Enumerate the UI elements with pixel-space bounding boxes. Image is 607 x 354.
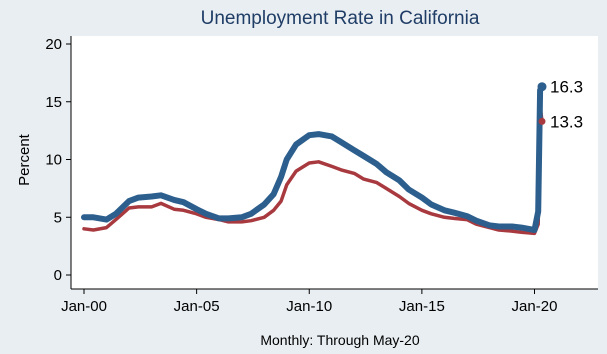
axes [70, 36, 598, 290]
end-point-marker [537, 82, 547, 92]
x-ticks: Jan-00 Jan-05 Jan-10 Jan-15 Jan-20 [61, 289, 557, 315]
end-point-marker [538, 117, 546, 125]
chart-title: Unemployment Rate in California [201, 8, 480, 29]
y-tick-label: 5 [54, 209, 62, 226]
end-labels: 16.3 13.3 [537, 78, 583, 131]
chart-note: Monthly: Through May-20 [260, 332, 419, 348]
y-tick-label: 20 [45, 36, 62, 53]
x-tick-label: Jan-00 [61, 298, 107, 315]
y-tick-label: 15 [45, 94, 62, 111]
y-tick-label: 10 [45, 152, 62, 169]
x-tick-label: Jan-10 [286, 298, 332, 315]
plot-area [71, 36, 598, 289]
x-tick-label: Jan-20 [512, 298, 558, 315]
x-tick-label: Jan-05 [174, 298, 220, 315]
y-ticks: 0 5 10 15 20 [45, 36, 71, 284]
end-value-label: 13.3 [550, 112, 583, 131]
series-layer [81, 83, 545, 236]
series-line-1 [81, 83, 545, 233]
x-tick-label: Jan-15 [399, 298, 445, 315]
y-axis-title: Percent [16, 133, 33, 186]
y-tick-label: 0 [54, 267, 62, 284]
end-value-label: 16.3 [550, 78, 583, 97]
